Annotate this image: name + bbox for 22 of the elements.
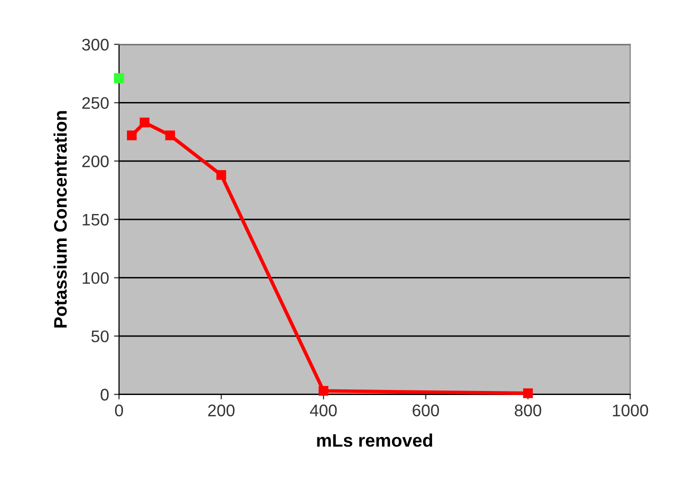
x-axis-title: mLs removed — [317, 434, 432, 447]
x-tick-label: 0 — [115, 404, 124, 416]
point — [140, 118, 150, 128]
y-tick-label: 100 — [82, 272, 109, 284]
y-axis-title: Potassium Concentration — [54, 111, 67, 328]
y-tick-label: 150 — [82, 214, 109, 226]
point — [165, 130, 176, 140]
y-tick-label: 250 — [82, 97, 109, 109]
y-tick-label: 200 — [82, 155, 109, 168]
y-tick-label: 0 — [100, 388, 109, 401]
x-tick-label: 1000 — [612, 404, 648, 416]
point — [126, 130, 137, 140]
point — [318, 386, 328, 396]
x-tick-label: 400 — [310, 404, 337, 416]
y-tick-label: 300 — [82, 38, 109, 51]
point — [216, 170, 226, 180]
x-tick-label: 600 — [412, 404, 439, 416]
x-tick-label: 800 — [514, 404, 542, 416]
y-tick-label: 50 — [91, 330, 109, 342]
point — [114, 73, 124, 84]
x-tick-label: 200 — [208, 404, 235, 416]
point — [523, 388, 533, 398]
